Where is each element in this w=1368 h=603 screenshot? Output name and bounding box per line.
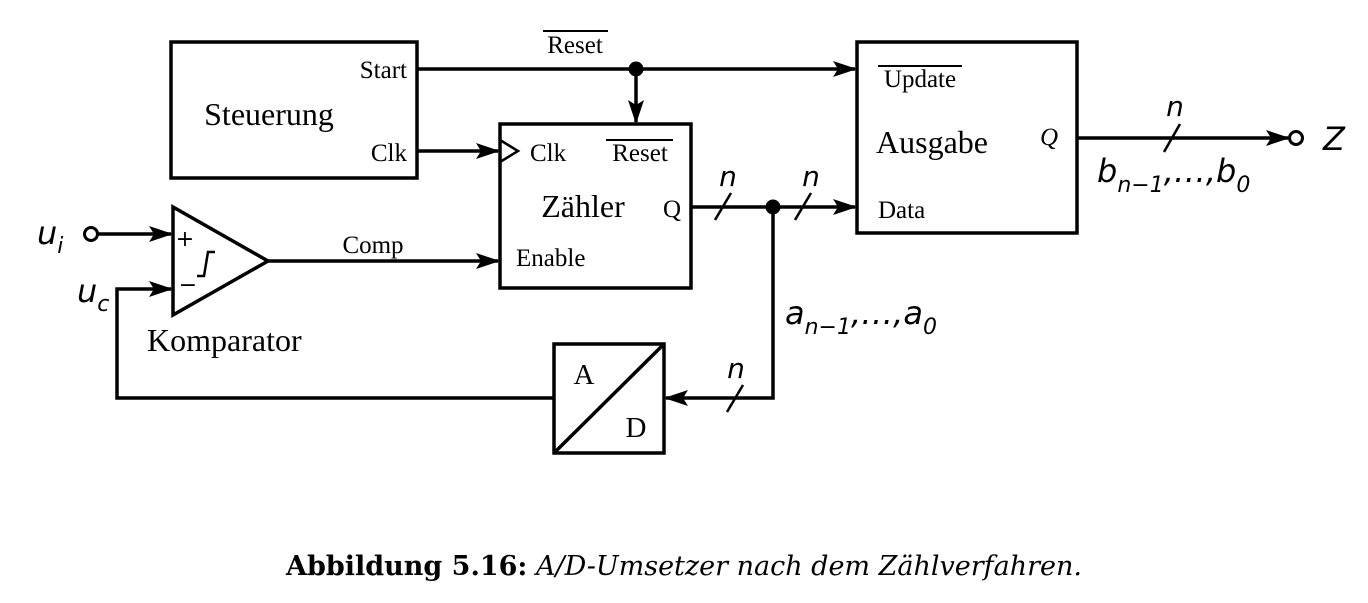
- comparator-minus: −: [179, 273, 197, 298]
- bus-width-label-4: n: [1166, 90, 1184, 123]
- uc-wire: [115, 281, 554, 400]
- zaehler-block: [498, 122, 693, 290]
- ausgabe-q-label: Q: [1040, 124, 1058, 151]
- caption-label: Abbildung 5.16:: [286, 551, 528, 582]
- clk-edge-icon: [499, 138, 521, 164]
- caption-text: A/D-Umsetzer nach dem Zählverfahren.: [535, 551, 1082, 582]
- bus-slash-3: [725, 384, 745, 413]
- steuerung-block: [169, 40, 419, 180]
- zaehler-title: Zähler: [541, 188, 625, 224]
- comparator-triangle: [171, 203, 272, 319]
- zaehler-clk-label: Clk: [530, 140, 567, 167]
- adc-block: [552, 342, 666, 455]
- bus-slash-2: [793, 192, 813, 221]
- uc-label: uc: [77, 272, 109, 317]
- komparator-label: Komparator: [147, 322, 302, 358]
- bus-width-label-2: n: [802, 160, 820, 193]
- comparator-plus: +: [176, 227, 194, 252]
- a-bus-label: an−1,…,a0: [785, 294, 937, 340]
- steuerung-start-label: Start: [360, 57, 407, 84]
- reset-label: Reset: [547, 32, 603, 59]
- output-z-label: Z: [1322, 120, 1346, 158]
- reset-junction: [628, 61, 644, 77]
- figure-caption: Abbildung 5.16: A/D-Umsetzer nach dem Zä…: [0, 551, 1368, 582]
- ui-label: ui: [37, 214, 63, 259]
- zaehler-q-label: Q: [663, 196, 681, 223]
- steuerung-clk-label: Clk: [371, 140, 408, 167]
- bus-width-label-3: n: [727, 352, 745, 385]
- ausgabe-data-label: Data: [878, 197, 925, 224]
- ausgabe-update-label: Update: [884, 66, 956, 93]
- ausgabe-block: [855, 40, 1079, 235]
- adc-a-label: A: [574, 359, 595, 391]
- feedback-bus-wire: [664, 207, 775, 406]
- zaehler-reset-label: Reset: [612, 140, 668, 167]
- z-terminal: [1288, 130, 1304, 146]
- b-bus-label: bn−1,…,b0: [1097, 152, 1250, 198]
- bus-slash-4: [1162, 123, 1182, 153]
- adc-d-label: D: [626, 412, 647, 444]
- comp-label: Comp: [342, 232, 403, 259]
- steuerung-title: Steuerung: [204, 96, 334, 132]
- bus-junction: [765, 199, 781, 215]
- bus-width-label-1: n: [719, 160, 737, 193]
- ausgabe-title: Ausgabe: [876, 124, 988, 160]
- ui-terminal: [83, 226, 99, 242]
- bus-slash-1: [713, 192, 733, 221]
- hysteresis-icon: [197, 250, 215, 278]
- zaehler-enable-label: Enable: [516, 245, 585, 272]
